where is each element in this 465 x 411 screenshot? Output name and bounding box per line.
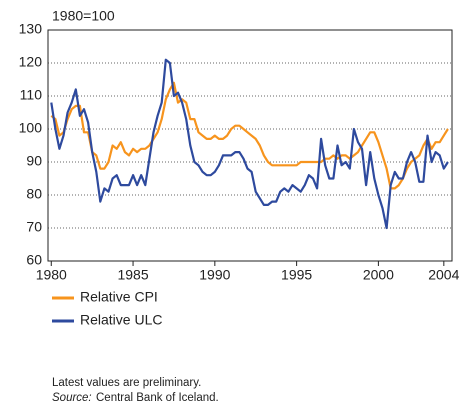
legend-label: Relative ULC: [80, 312, 162, 328]
y-tick-label: 100: [19, 120, 43, 136]
line: [50, 81, 449, 190]
source-text: Central Bank of Iceland.: [96, 392, 219, 404]
x-tick-label: 1995: [281, 267, 312, 283]
line: [50, 58, 449, 230]
note: Latest values are preliminary.: [52, 377, 201, 389]
y-tick-label: 110: [20, 87, 43, 103]
source-label: Source:: [52, 392, 92, 404]
x-tick-label: 1990: [199, 267, 230, 283]
x-tick-label: 1985: [117, 267, 148, 283]
y-tick-label: 120: [19, 54, 43, 70]
legend-label: Relative CPI: [80, 289, 158, 305]
y-tick-label: 60: [26, 252, 42, 268]
y-tick-label: 80: [26, 186, 42, 202]
x-tick-label: 2004: [428, 267, 459, 283]
y-tick-label: 90: [26, 153, 42, 169]
y-tick-label: 70: [26, 219, 42, 235]
y-axis-label: 1980=100: [52, 8, 115, 24]
x-tick-label: 1980: [36, 267, 67, 283]
plot-frame: [47, 29, 453, 262]
y-tick-label: 130: [19, 21, 43, 37]
x-tick-label: 2000: [363, 267, 394, 283]
